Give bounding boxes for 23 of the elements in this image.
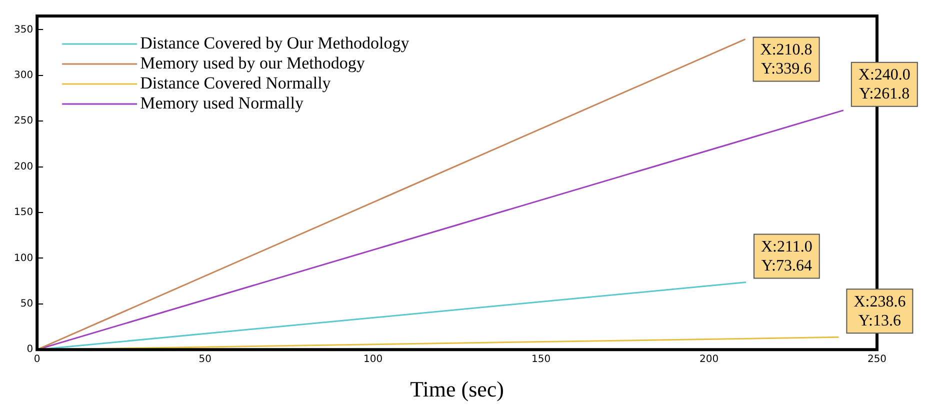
x-tick-label: 100 — [364, 354, 383, 366]
x-tick-label: 150 — [531, 354, 551, 366]
x-axis-title: Time (sec) — [410, 376, 504, 402]
x-tick-label: 250 — [867, 354, 887, 366]
y-tick-label: 0 — [26, 344, 34, 356]
annotation: X:240.0 Y:261.8 — [858, 66, 910, 103]
legend-label: Distance Covered by Our Methodology — [140, 33, 410, 52]
y-tick-label: 300 — [14, 70, 34, 81]
annotation: X:210.8 Y:339.6 — [760, 41, 812, 78]
y-tick-label: 250 — [14, 116, 34, 127]
y-tick-label: 50 — [20, 298, 34, 310]
annotation: X:238.6 Y:13.6 — [854, 293, 906, 330]
legend-label: Memory used by our Methodogy — [140, 53, 366, 72]
y-tick-label: 100 — [14, 252, 34, 264]
x-tick-label: 50 — [198, 354, 212, 366]
legend-label: Distance Covered Normally — [140, 73, 332, 92]
x-tick-label: 0 — [34, 354, 40, 366]
y-tick-label: 200 — [14, 161, 34, 172]
y-tick-label: 150 — [14, 207, 34, 218]
annotation: X:211.0 Y:73.64 — [760, 238, 812, 274]
legend-label: Memory used Normally — [140, 93, 304, 112]
y-tick-label: 350 — [14, 24, 34, 36]
x-tick-label: 200 — [699, 354, 719, 366]
